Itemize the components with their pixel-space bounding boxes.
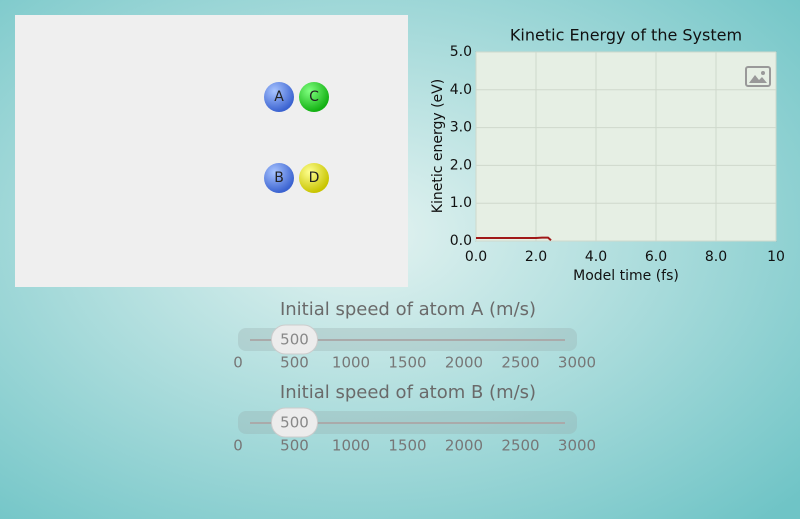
atom	[299, 163, 329, 193]
atom	[264, 82, 294, 112]
y-tick-label: 0.0	[450, 233, 472, 249]
y-tick-label: 2.0	[450, 157, 472, 173]
slider-handle[interactable]	[271, 324, 318, 355]
x-tick-label: 10	[767, 249, 785, 265]
slider-value: 500	[280, 331, 309, 349]
slider-label: Initial speed of atom A (m/s)	[280, 299, 536, 320]
slider-tick-label: 0	[233, 354, 243, 372]
atom-label: C	[309, 89, 319, 105]
y-axis-label: Kinetic energy (eV)	[430, 79, 446, 213]
y-tick-label: 5.0	[450, 44, 472, 60]
x-tick-label: 2.0	[525, 249, 547, 265]
model-view	[15, 15, 408, 287]
x-tick-label: 6.0	[645, 249, 667, 265]
x-tick-label: 0.0	[465, 249, 487, 265]
atom-label: D	[309, 170, 320, 186]
slider-tick-label: 1500	[388, 437, 426, 455]
x-tick-label: 4.0	[585, 249, 607, 265]
slider-tick-label: 1500	[388, 354, 426, 372]
atom-label: B	[274, 170, 284, 186]
slider-tick-label: 500	[280, 437, 309, 455]
slider-tick-label: 0	[233, 437, 243, 455]
slider-tick-label: 1000	[332, 354, 370, 372]
slider-tick-label: 3000	[558, 354, 596, 372]
y-tick-label: 1.0	[450, 195, 472, 211]
slider-tick-label: 3000	[558, 437, 596, 455]
atom	[299, 82, 329, 112]
atom-label: A	[274, 89, 284, 105]
slider-tick-label: 500	[280, 354, 309, 372]
y-tick-label: 3.0	[450, 120, 472, 136]
slider-tick-label: 2000	[445, 437, 483, 455]
x-axis-label: Model time (fs)	[573, 268, 679, 284]
slider-handle[interactable]	[271, 407, 318, 438]
data-line	[476, 236, 552, 241]
slider-value: 500	[280, 414, 309, 432]
slider-tick-label: 1000	[332, 437, 370, 455]
y-tick-label: 4.0	[450, 82, 472, 98]
slider-tick-label: 2500	[501, 354, 539, 372]
x-tick-label: 8.0	[705, 249, 727, 265]
slider-tick-label: 2000	[445, 354, 483, 372]
plot-area	[475, 51, 777, 242]
slider-label: Initial speed of atom B (m/s)	[280, 382, 536, 403]
image-icon[interactable]	[745, 66, 771, 87]
atom	[264, 163, 294, 193]
slider-tick-label: 2500	[501, 437, 539, 455]
chart-title: Kinetic Energy of the System	[510, 26, 742, 45]
